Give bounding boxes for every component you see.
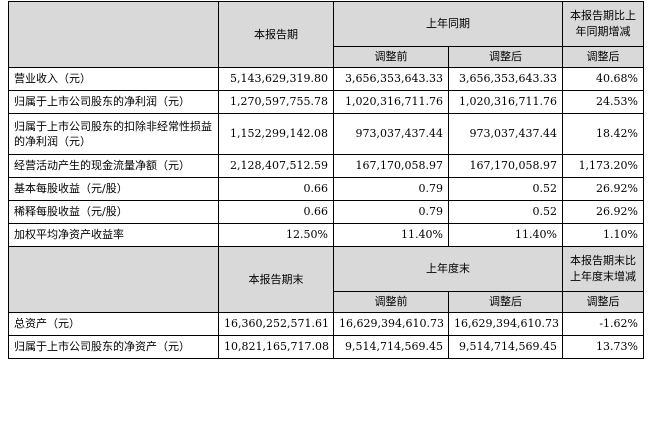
- cell-current: 0.66: [218, 200, 334, 224]
- cell-after: 9,514,714,569.45: [448, 335, 563, 359]
- row-label: 归属于上市公司股东的扣除非经常性损益的净利润（元）: [8, 113, 219, 155]
- table-row: 营业收入（元） 5,143,629,319.80 3,656,353,643.3…: [8, 67, 644, 91]
- cell-before: 0.79: [333, 200, 449, 224]
- cell-after: 1,020,316,711.76: [448, 90, 563, 114]
- cell-current: 10,821,165,717.08: [218, 335, 334, 359]
- cell-current: 12.50%: [218, 223, 334, 247]
- row-label: 总资产（元）: [8, 312, 219, 336]
- cell-after: 16,629,394,610.73: [448, 312, 563, 336]
- cell-after: 3,656,353,643.33: [448, 67, 563, 91]
- table1-header-change-adj: 调整后: [562, 46, 644, 68]
- cell-change: 18.42%: [562, 113, 644, 155]
- row-label: 基本每股收益（元/股）: [8, 177, 219, 201]
- table-row: 经营活动产生的现金流量净额（元） 2,128,407,512.59 167,17…: [8, 154, 644, 178]
- table-row: 归属于上市公司股东的净资产（元） 10,821,165,717.08 9,514…: [8, 335, 644, 359]
- cell-change: 24.53%: [562, 90, 644, 114]
- table2-header-change-adj: 调整后: [562, 291, 644, 313]
- table-row: 总资产（元） 16,360,252,571.61 16,629,394,610.…: [8, 312, 644, 336]
- cell-before: 973,037,437.44: [333, 113, 449, 155]
- cell-current: 5,143,629,319.80: [218, 67, 334, 91]
- row-label: 稀释每股收益（元/股）: [8, 200, 219, 224]
- row-label: 加权平均净资产收益率: [8, 223, 219, 247]
- cell-change: 40.68%: [562, 67, 644, 91]
- row-label: 营业收入（元）: [8, 67, 219, 91]
- cell-before: 9,514,714,569.45: [333, 335, 449, 359]
- table-row: 基本每股收益（元/股） 0.66 0.79 0.52 26.92%: [8, 177, 644, 201]
- table1-header-blank: [8, 1, 219, 68]
- table1-header-change: 本报告期比上年同期增减: [562, 1, 644, 47]
- cell-after: 11.40%: [448, 223, 563, 247]
- cell-after: 0.52: [448, 177, 563, 201]
- cell-change: 26.92%: [562, 177, 644, 201]
- cell-before: 3,656,353,643.33: [333, 67, 449, 91]
- cell-after: 0.52: [448, 200, 563, 224]
- table-row: 归属于上市公司股东的扣除非经常性损益的净利润（元） 1,152,299,142.…: [8, 113, 644, 155]
- table2-header-current: 本报告期末: [218, 246, 334, 313]
- cell-before: 167,170,058.97: [333, 154, 449, 178]
- cell-current: 1,152,299,142.08: [218, 113, 334, 155]
- table2-header-blank: [8, 246, 219, 313]
- cell-change: 1.10%: [562, 223, 644, 247]
- cell-current: 2,128,407,512.59: [218, 154, 334, 178]
- cell-change: -1.62%: [562, 312, 644, 336]
- cell-current: 1,270,597,755.78: [218, 90, 334, 114]
- cell-current: 16,360,252,571.61: [218, 312, 334, 336]
- cell-change: 1,173.20%: [562, 154, 644, 178]
- table1-header-after-adj: 调整后: [448, 46, 563, 68]
- table2-header-row-1: 本报告期末 上年度末 本报告期末比上年度末增减: [8, 246, 644, 313]
- table1-header-row-1: 本报告期 上年同期 本报告期比上年同期增减: [8, 1, 644, 68]
- table1-header-current: 本报告期: [218, 1, 334, 68]
- cell-change: 26.92%: [562, 200, 644, 224]
- table2-header-after-adj: 调整后: [448, 291, 563, 313]
- table1-header-prior-group: 上年同期: [333, 1, 563, 47]
- table1-header-row-2: 调整前 调整后 调整后: [9, 46, 644, 68]
- cell-change: 13.73%: [562, 335, 644, 359]
- financial-summary: 本报告期 上年同期 本报告期比上年同期增减 调整前 调整后 调整后 营业收入（元…: [8, 1, 644, 359]
- table2-header-before-adj: 调整前: [333, 291, 449, 313]
- table-row: 稀释每股收益（元/股） 0.66 0.79 0.52 26.92%: [8, 200, 644, 224]
- cell-before: 16,629,394,610.73: [333, 312, 449, 336]
- row-label: 经营活动产生的现金流量净额（元）: [8, 154, 219, 178]
- table2-header-row-2: 调整前 调整后 调整后: [9, 291, 644, 313]
- cell-before: 0.79: [333, 177, 449, 201]
- row-label: 归属于上市公司股东的净资产（元）: [8, 335, 219, 359]
- table-row: 加权平均净资产收益率 12.50% 11.40% 11.40% 1.10%: [8, 223, 644, 247]
- table1-header-before-adj: 调整前: [333, 46, 449, 68]
- table2-header-prior-group: 上年度末: [333, 246, 563, 292]
- financial-table: 本报告期 上年同期 本报告期比上年同期增减 调整前 调整后 调整后 营业收入（元…: [8, 1, 644, 359]
- cell-current: 0.66: [218, 177, 334, 201]
- cell-after: 167,170,058.97: [448, 154, 563, 178]
- cell-after: 973,037,437.44: [448, 113, 563, 155]
- row-label: 归属于上市公司股东的净利润（元）: [8, 90, 219, 114]
- table-row: 归属于上市公司股东的净利润（元） 1,270,597,755.78 1,020,…: [8, 90, 644, 114]
- cell-before: 11.40%: [333, 223, 449, 247]
- table2-header-change: 本报告期末比上年度末增减: [562, 246, 644, 292]
- cell-before: 1,020,316,711.76: [333, 90, 449, 114]
